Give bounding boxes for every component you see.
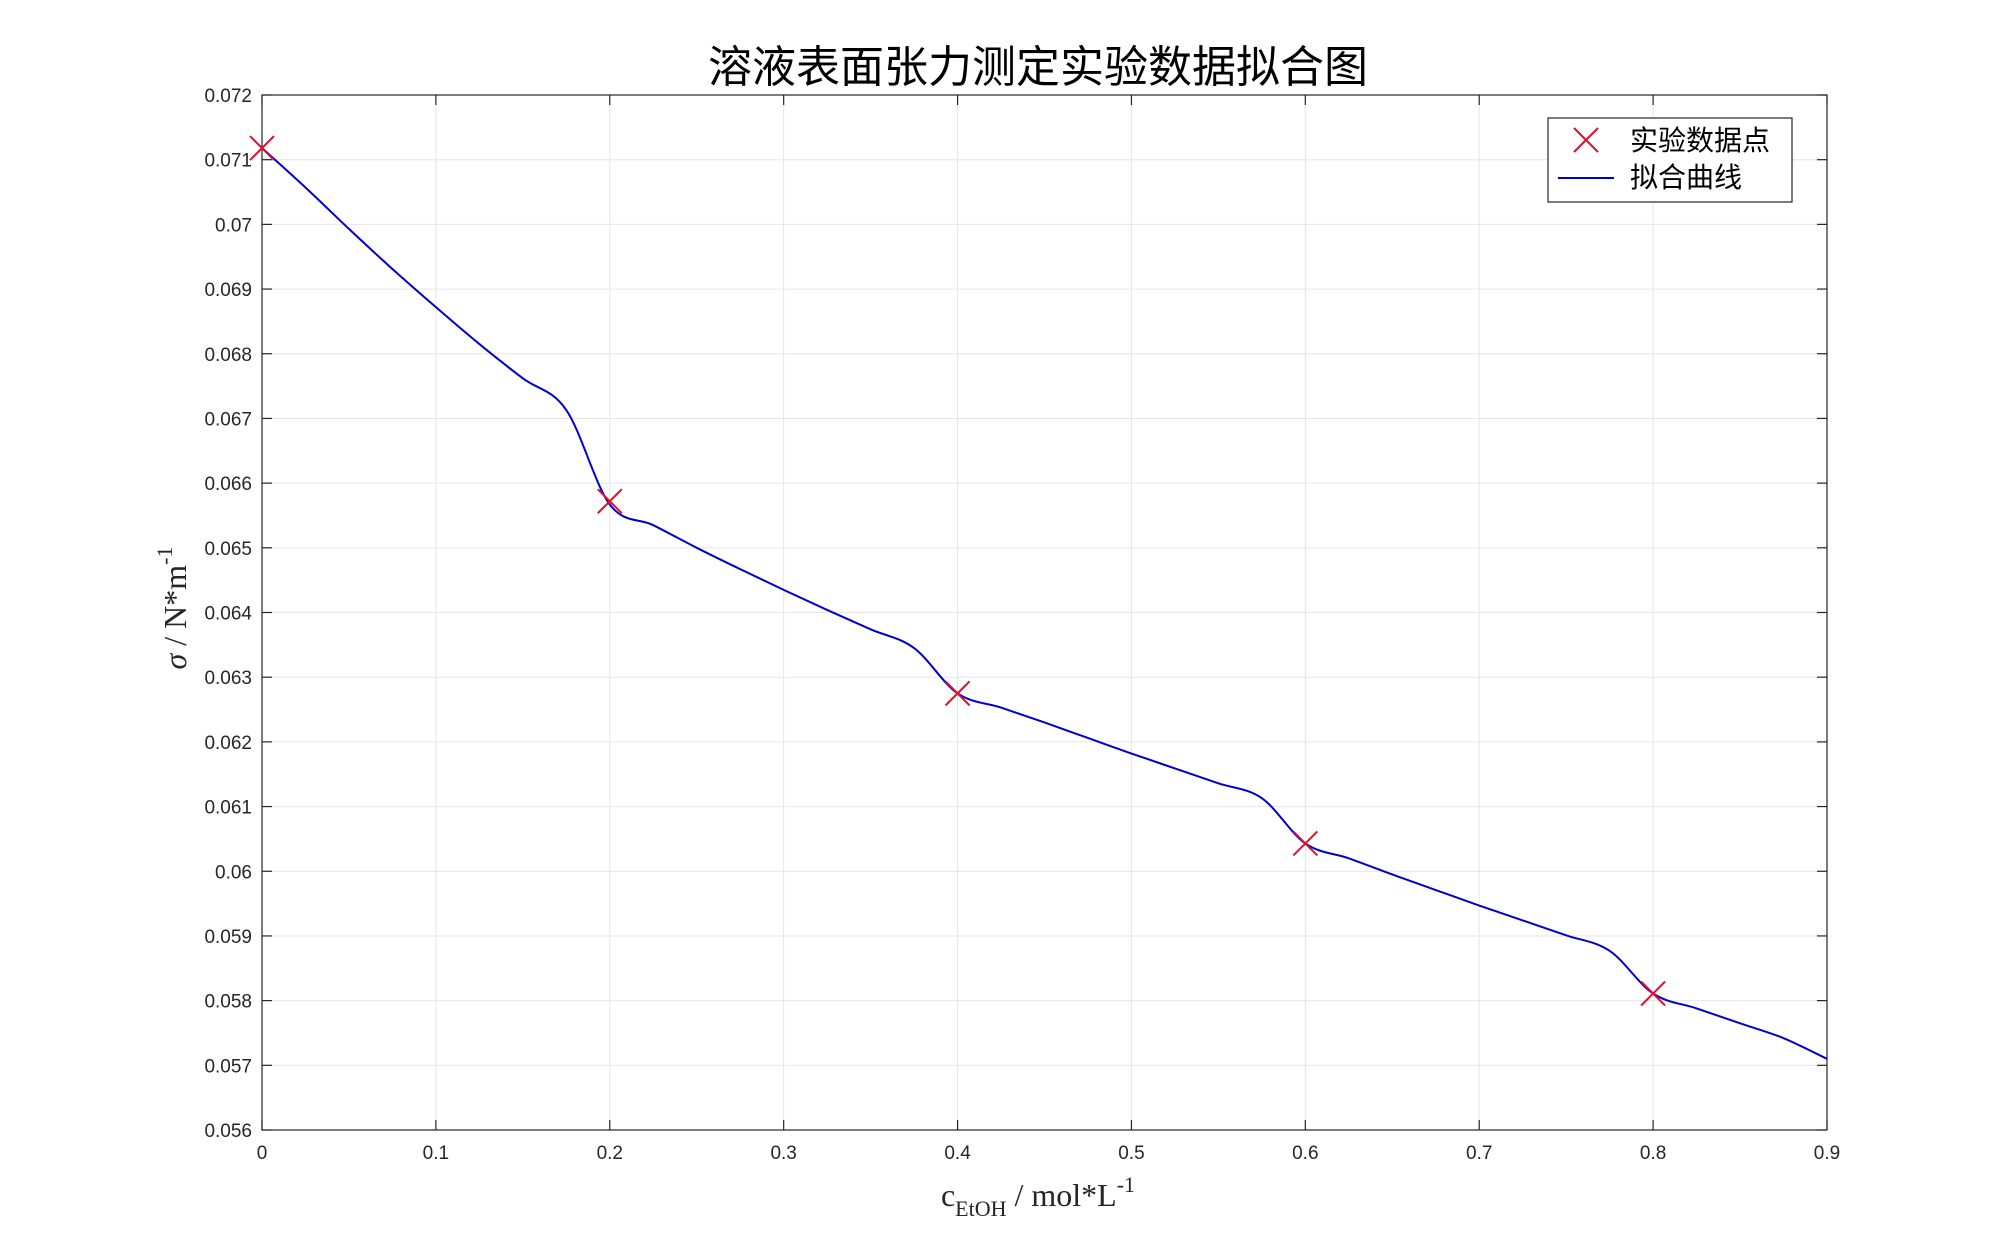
y-tick-label: 0.072 [204,86,252,107]
legend: 实验数据点 拟合曲线 [1547,117,1793,203]
x-axis-label-sup: -1 [1117,1172,1135,1197]
x-tick-label: 0.9 [1814,1143,1840,1164]
y-tick-label: 0.066 [204,474,252,495]
y-tick-label: 0.059 [204,927,252,948]
x-axis-label-main: c [941,1177,955,1213]
x-tick-label: 0.2 [597,1143,623,1164]
x-tick-label: 0.1 [423,1143,449,1164]
legend-box [1547,117,1793,203]
x-tick-label: 0.6 [1292,1143,1318,1164]
y-tick-label: 0.056 [204,1121,252,1142]
y-tick-label: 0.068 [204,345,252,366]
y-tick-label: 0.069 [204,280,252,301]
y-tick-label: 0.061 [204,798,252,819]
x-axis-label: cEtOH / mol*L-1 [941,1172,1135,1221]
legend-label-data-points: 实验数据点 [1630,124,1770,157]
legend-marker-x [1573,127,1599,153]
y-tick-label: 0.058 [204,992,252,1013]
chart-title: 溶液表面张力测定实验数据拟合图 [708,42,1368,93]
legend-entry-data-points: 实验数据点 [1573,124,1770,157]
y-tick-label: 0.067 [204,409,252,430]
y-tick-label: 0.062 [204,733,252,754]
y-tick-label: 0.063 [204,668,252,689]
data-point-marker [1292,830,1319,857]
tick-labels: 0 0.1 0.2 0.3 0.4 0.5 0.6 0.7 0.8 0.9 0.056 0.057 0.… [204,86,1840,1164]
plot-frame [261,94,1828,1131]
data-point-marker [1640,980,1666,1007]
y-tick-label: 0.06 [215,862,252,883]
x-tick-label: 0.5 [1118,1143,1144,1164]
grid [261,94,1828,1131]
x-axis-label-sub: EtOH [955,1196,1006,1221]
fit-curve-line [261,147,1828,1060]
legend-label-fit-curve: 拟合曲线 [1630,161,1742,194]
series [249,135,1828,1060]
y-tick-label: 0.071 [204,151,252,172]
data-point-marker [944,680,971,707]
x-tick-label: 0 [257,1143,268,1164]
y-axis-label: σ / N*m-1 [152,547,193,670]
y-tick-label: 0.064 [204,604,252,625]
y-axis-label-sup: -1 [152,547,177,565]
y-tick-label: 0.065 [204,539,252,560]
data-point-marker [249,135,275,161]
x-tick-label: 0.4 [944,1143,971,1164]
y-axis-label-symbol: σ [157,653,193,670]
y-tick-label: 0.07 [215,215,252,236]
data-point-marker [597,488,623,514]
x-tick-label: 0.7 [1466,1143,1492,1164]
x-axis-label-unit: / mol*L [1006,1177,1116,1213]
y-axis-label-unit: / N*m [157,565,193,654]
legend-entry-fit-curve: 拟合曲线 [1558,161,1742,194]
x-tick-label: 0.3 [770,1143,796,1164]
x-tick-label: 0.8 [1640,1143,1666,1164]
y-tick-label: 0.057 [204,1056,252,1077]
